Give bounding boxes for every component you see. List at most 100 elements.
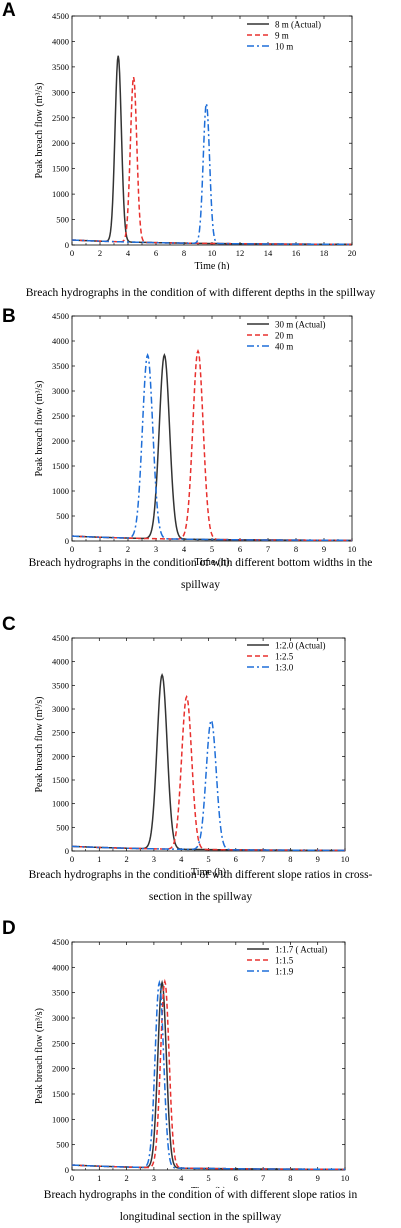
y-tick-label: 4000 (52, 336, 69, 346)
chart-b: 0 500 1000 1500 2000 2500 3000 3500 4000 4500 0 1 2 3… (34, 311, 357, 568)
x-tick-label: 10 (341, 854, 350, 864)
x-tick-label: 18 (320, 248, 329, 258)
x-tick-label: 2 (124, 854, 128, 864)
x-tick-label: 8 (294, 544, 298, 554)
legend-label: 1:2.5 (275, 652, 294, 662)
y-tick-label: 3500 (52, 680, 69, 690)
panel-letter-a: A (2, 0, 16, 21)
series-line-1 (71, 673, 346, 852)
x-tick-label: 12 (236, 248, 245, 258)
x-tick-label: 14 (264, 248, 273, 258)
y-axis-label: Peak breach flow (m³/s) (34, 380, 45, 476)
x-tick-label: 0 (70, 544, 74, 554)
x-tick-label: 2 (98, 248, 102, 258)
legend-label: 1:1.9 (275, 967, 294, 977)
x-tick-label: 2 (126, 544, 130, 554)
x-tick-label: 1 (97, 1173, 101, 1183)
x-tick-label: 20 (348, 248, 357, 258)
series-line-2 (71, 978, 345, 1171)
y-tick-label: 0 (65, 240, 69, 250)
x-tick-label: 10 (348, 544, 357, 554)
x-tick-label: 5 (206, 1173, 210, 1183)
y-axis-label: Peak breach flow (m³/s) (34, 82, 45, 178)
x-tick-label: 0 (70, 854, 74, 864)
y-tick-label: 2000 (52, 436, 69, 446)
x-tick-label: 9 (316, 854, 320, 864)
y-tick-label: 1500 (52, 461, 69, 471)
legend-label: 9 m (275, 31, 289, 41)
x-tick-label: 0 (70, 1173, 74, 1183)
legend-label: 1:2.0 (Actual) (275, 641, 325, 651)
y-tick-label: 2000 (52, 1064, 69, 1074)
chart-a: 0 500 1000 1500 2000 2500 3000 3500 4000 4500 0 2 4 6… (34, 11, 357, 270)
y-tick-label: 1500 (52, 164, 69, 174)
chart-c: 0 500 1000 1500 2000 2500 3000 3500 4000 4500 0 1 2 3… (34, 633, 350, 878)
series-line-1 (71, 353, 352, 542)
x-axis-label: Time (h) (195, 261, 230, 270)
x-tick-label: 6 (154, 248, 158, 258)
y-tick-label: 2500 (52, 728, 69, 738)
x-axis-label: Time (h) (191, 867, 226, 878)
x-tick-label: 16 (292, 248, 301, 258)
x-tick-label: 7 (261, 1173, 265, 1183)
caption-b: Breach hydrographs in the condition of w… (28, 557, 373, 591)
x-tick-label: 0 (70, 248, 74, 258)
y-tick-label: 2500 (52, 1038, 69, 1048)
y-tick-label: 4500 (52, 937, 69, 947)
y-tick-label: 3500 (52, 988, 69, 998)
y-tick-label: 500 (56, 215, 69, 225)
x-tick-label: 1 (98, 544, 102, 554)
x-tick-label: 4 (179, 854, 184, 864)
y-tick-label: 1000 (52, 486, 69, 496)
x-tick-label: 3 (152, 854, 156, 864)
x-tick-label: 10 (341, 1173, 350, 1183)
x-tick-label: 9 (316, 1173, 320, 1183)
y-tick-label: 3000 (52, 1013, 69, 1023)
y-tick-label: 1000 (52, 189, 69, 199)
x-tick-label: 8 (288, 854, 292, 864)
y-axis-label: Peak breach flow (m³/s) (34, 1008, 45, 1104)
y-tick-label: 3500 (52, 62, 69, 72)
x-tick-label: 6 (234, 854, 238, 864)
panel-letter-d: D (2, 918, 16, 939)
y-tick-label: 2000 (52, 751, 69, 761)
y-tick-label: 1000 (52, 1114, 69, 1124)
series-line-3 (71, 353, 352, 542)
series-line-2 (71, 76, 352, 246)
y-tick-label: 1500 (52, 775, 69, 785)
x-tick-label: 4 (182, 544, 187, 554)
x-axis-label: Time (h) (195, 557, 230, 568)
x-tick-label: 5 (210, 544, 214, 554)
y-tick-label: 0 (65, 1165, 69, 1175)
series-line-1 (71, 979, 345, 1171)
x-tick-label: 5 (206, 854, 210, 864)
panel-c: 0 500 1000 1500 2000 2500 3000 3500 4000 4500 0 1 2 3… (0, 614, 401, 922)
x-tick-label: 10 (208, 248, 217, 258)
y-tick-label: 0 (65, 536, 69, 546)
legend-label: 20 m (275, 331, 293, 341)
x-tick-label: 4 (126, 248, 131, 258)
legend-label: 1:1.7 ( Actual) (275, 945, 327, 955)
x-tick-label: 2 (124, 1173, 128, 1183)
plot-frame (71, 941, 346, 1171)
y-tick-label: 4500 (52, 633, 69, 643)
x-tick-label: 3 (152, 1173, 156, 1183)
y-axis-label: Peak breach flow (m³/s) (34, 696, 45, 792)
y-tick-label: 500 (56, 822, 69, 832)
y-tick-label: 4000 (52, 962, 69, 972)
x-tick-label: 8 (182, 248, 186, 258)
x-tick-label: 9 (322, 544, 326, 554)
y-tick-label: 3000 (52, 386, 69, 396)
series-line-3 (71, 979, 345, 1171)
plot-frame (71, 315, 353, 542)
y-tick-label: 0 (65, 846, 69, 856)
caption-a: Breach hydrographs in the condition of w… (25, 287, 376, 299)
x-tick-label: 3 (154, 544, 158, 554)
x-tick-label: 4 (179, 1173, 184, 1183)
y-tick-label: 500 (56, 1140, 69, 1150)
legend-label: 30 m (Actual) (275, 320, 325, 330)
x-tick-label: 1 (97, 854, 101, 864)
legend-label: 8 m (Actual) (275, 20, 321, 30)
x-tick-label: 7 (261, 854, 265, 864)
panel-letter-c: C (2, 614, 16, 635)
